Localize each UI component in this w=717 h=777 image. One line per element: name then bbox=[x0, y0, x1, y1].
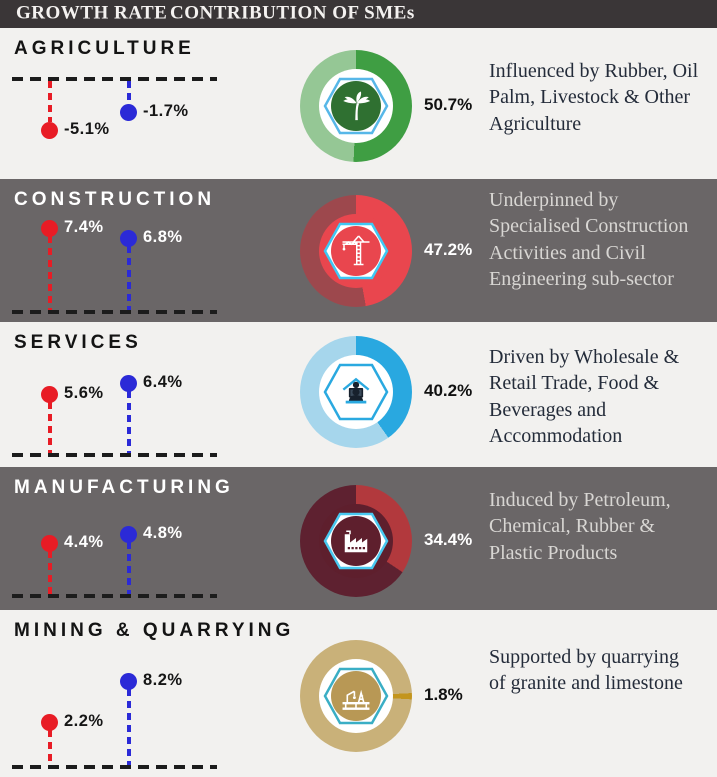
donut-chart bbox=[300, 50, 412, 162]
blue-growth-value: 8.2% bbox=[143, 671, 183, 689]
section-title: SERVICES bbox=[14, 332, 142, 353]
red-stem bbox=[48, 236, 52, 310]
blue-growth-value: -1.7% bbox=[143, 102, 189, 120]
tower-crane-icon bbox=[342, 235, 370, 266]
blue-dot bbox=[120, 375, 137, 392]
section-title: AGRICULTURE bbox=[14, 38, 195, 59]
blue-stem bbox=[127, 81, 131, 104]
section-description: Driven by Wholesale & Retail Trade, Food… bbox=[489, 346, 680, 448]
contribution-value: 34.4% bbox=[424, 530, 473, 549]
blue-stem bbox=[127, 689, 131, 765]
contribution-value: 50.7% bbox=[424, 95, 473, 114]
growth-rate-header: GROWTH RATE bbox=[16, 2, 168, 24]
section-title: CONSTRUCTION bbox=[14, 189, 216, 210]
palm-tree-icon bbox=[343, 91, 371, 121]
blue-dot bbox=[120, 230, 137, 247]
section-title: MANUFACTURING bbox=[14, 477, 234, 498]
section-row-agriculture: AGRICULTURE -5.1% -1.7% bbox=[0, 28, 717, 179]
blue-dot bbox=[120, 673, 137, 690]
baseline bbox=[12, 77, 217, 81]
red-dot bbox=[41, 220, 58, 237]
icon-disc bbox=[331, 671, 381, 721]
red-stem bbox=[48, 551, 52, 594]
donut-chart bbox=[300, 640, 412, 752]
icon-disc bbox=[331, 81, 381, 131]
blue-growth-value: 4.8% bbox=[143, 524, 183, 542]
sections-container: AGRICULTURE -5.1% -1.7% bbox=[0, 28, 717, 777]
contribution-value: 47.2% bbox=[424, 240, 473, 259]
baseline bbox=[12, 310, 217, 314]
red-growth-value: 2.2% bbox=[64, 712, 104, 730]
hexagon-outline bbox=[323, 77, 389, 135]
baseline bbox=[12, 453, 217, 457]
red-growth-value: 4.4% bbox=[64, 533, 104, 551]
section-description: Supported by quarrying of granite and li… bbox=[489, 646, 683, 695]
header-bar: GROWTH RATE CONTRIBUTION OF SMEs bbox=[0, 0, 717, 28]
red-growth-value: 5.6% bbox=[64, 384, 104, 402]
section-description: Influenced by Rubber, Oil Palm, Livestoc… bbox=[489, 60, 699, 135]
donut-chart bbox=[300, 195, 412, 307]
red-stem bbox=[48, 730, 52, 765]
factory-icon bbox=[344, 530, 368, 553]
red-growth-value: -5.1% bbox=[64, 120, 110, 138]
blue-stem bbox=[127, 246, 131, 310]
oil-rig-icon bbox=[342, 689, 370, 710]
section-description: Underpinned by Specialised Construction … bbox=[489, 189, 689, 291]
section-row-mining-quarrying: MINING & QUARRYING 2.2% 8.2% bbox=[0, 610, 717, 777]
baseline bbox=[12, 594, 217, 598]
blue-growth-value: 6.8% bbox=[143, 228, 183, 246]
contribution-value: 1.8% bbox=[424, 685, 463, 704]
blue-growth-value: 6.4% bbox=[143, 373, 183, 391]
red-dot bbox=[41, 714, 58, 731]
blue-stem bbox=[127, 542, 131, 594]
blue-dot bbox=[120, 526, 137, 543]
section-row-manufacturing: MANUFACTURING 4.4% 4.8% bbox=[0, 467, 717, 610]
donut-chart bbox=[300, 485, 412, 597]
contribution-header: CONTRIBUTION OF SMEs bbox=[170, 2, 415, 24]
donut-chart bbox=[300, 336, 412, 448]
red-growth-value: 7.4% bbox=[64, 218, 104, 236]
section-row-services: SERVICES 5.6% 6.4% bbox=[0, 322, 717, 467]
blue-stem bbox=[127, 391, 131, 453]
red-dot bbox=[41, 122, 58, 139]
red-dot bbox=[41, 535, 58, 552]
blue-dot bbox=[120, 104, 137, 121]
section-title: MINING & QUARRYING bbox=[14, 620, 295, 641]
red-dot bbox=[41, 386, 58, 403]
red-stem bbox=[48, 81, 52, 122]
baseline bbox=[12, 765, 217, 769]
merchant-icon bbox=[342, 377, 370, 404]
section-row-construction: CONSTRUCTION 7.4% 6.8% bbox=[0, 179, 717, 322]
red-stem bbox=[48, 402, 52, 453]
contribution-value: 40.2% bbox=[424, 381, 473, 400]
section-description: Induced by Petroleum, Chemical, Rubber &… bbox=[489, 489, 671, 564]
